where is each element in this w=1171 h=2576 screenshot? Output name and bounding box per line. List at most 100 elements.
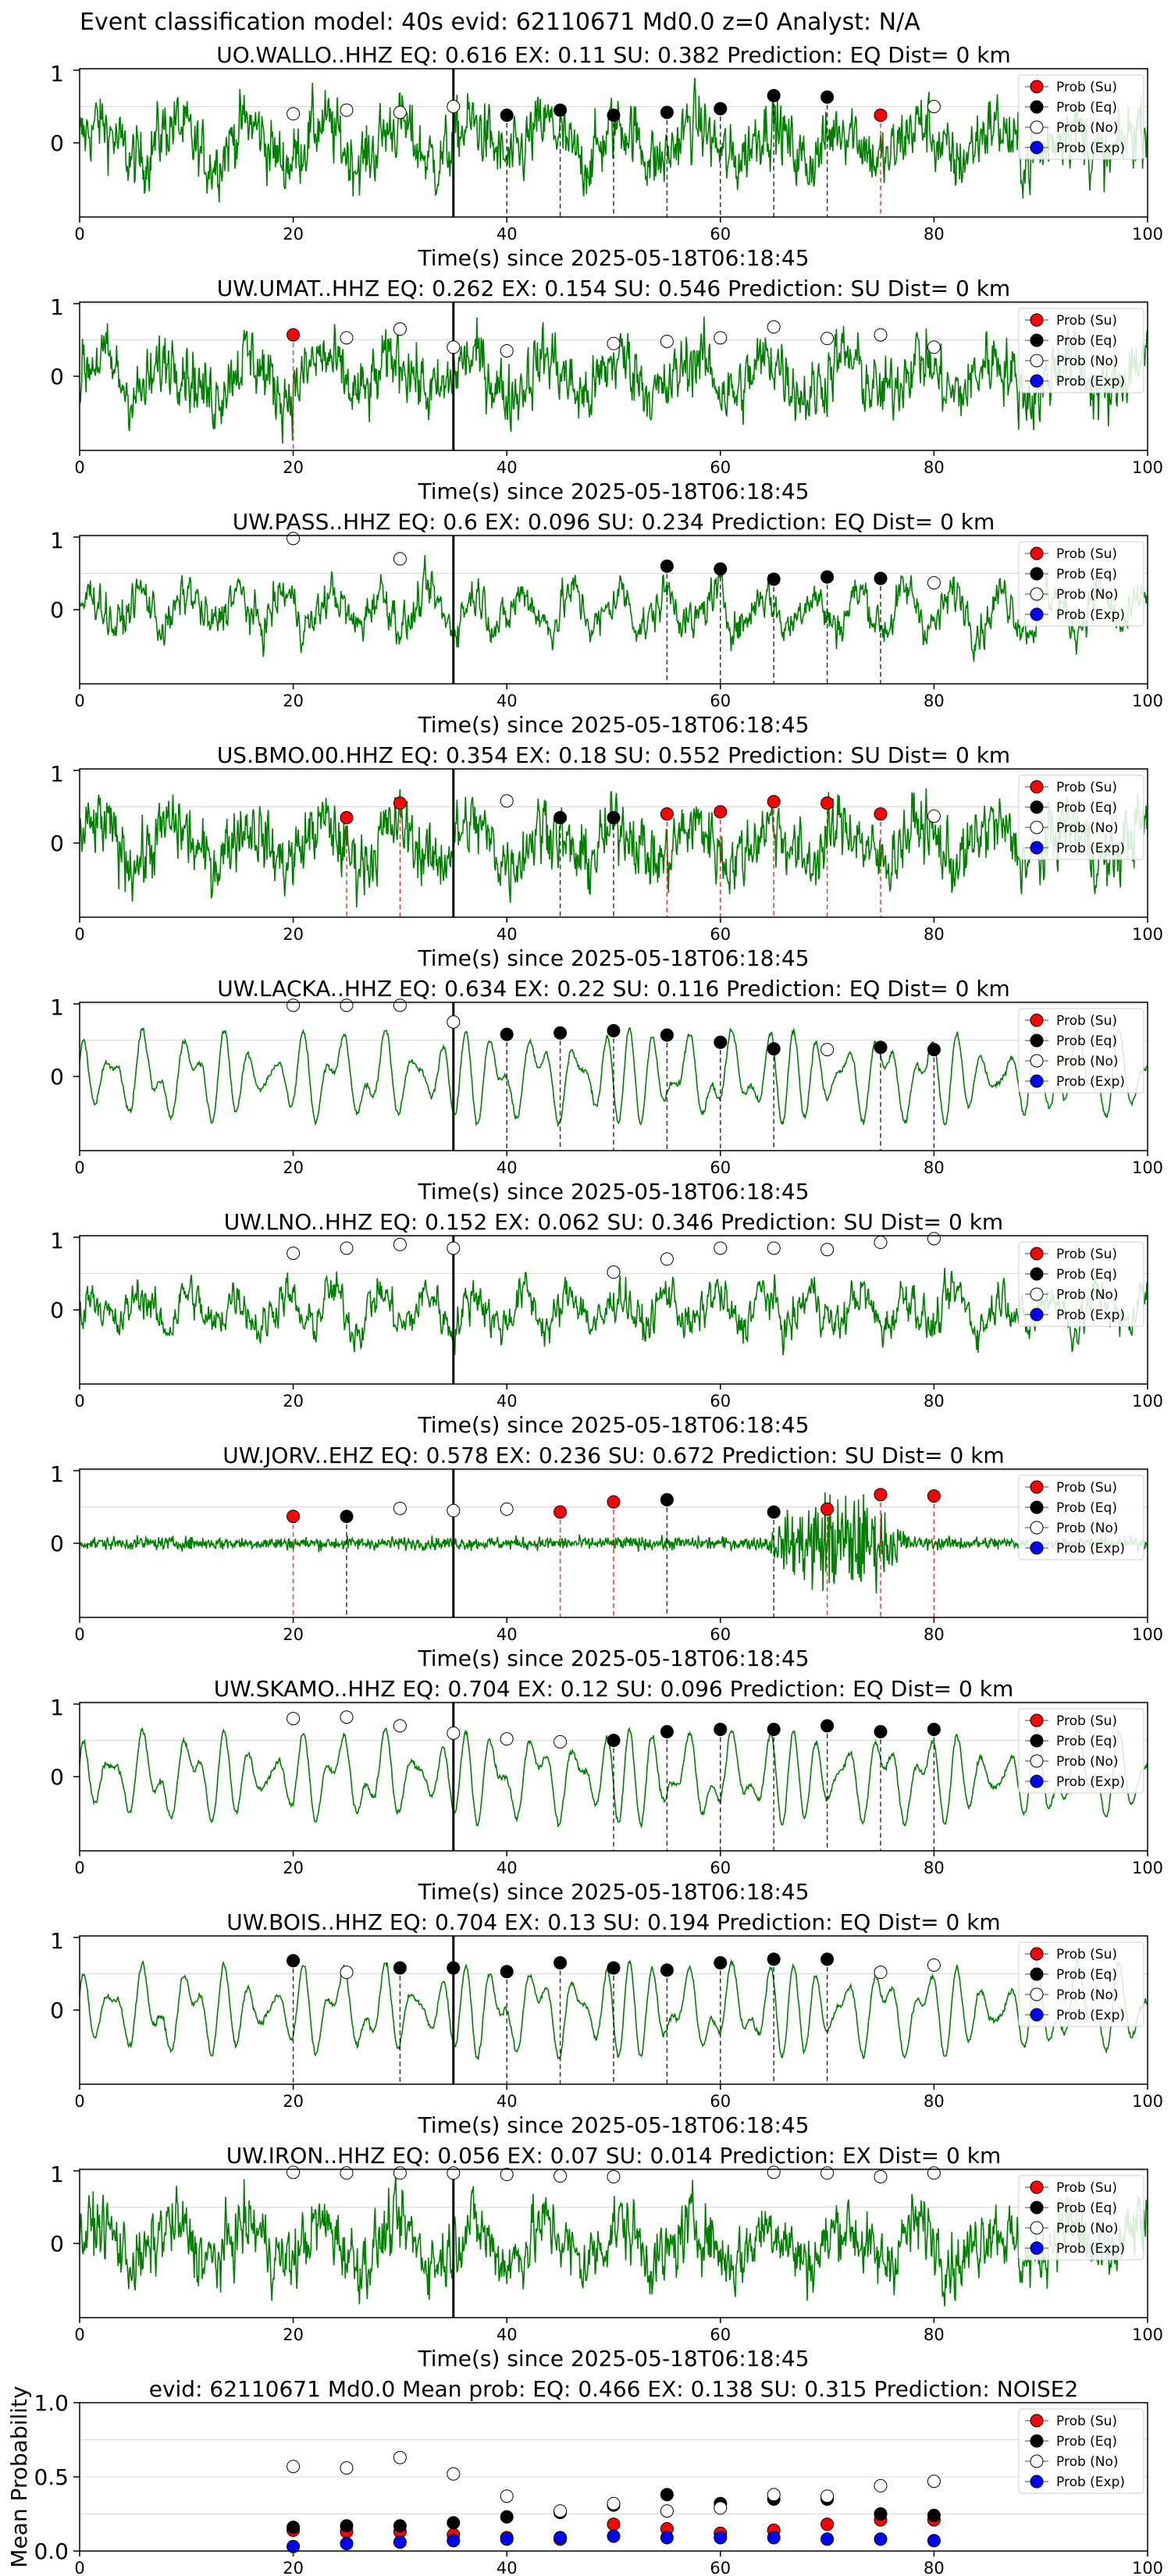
mean-prob-marker-eq — [500, 2510, 514, 2524]
panel-title: UW.SKAMO..HHZ EQ: 0.704 EX: 0.12 SU: 0.0… — [214, 1676, 1014, 1702]
prob-marker-no — [767, 320, 781, 334]
legend-entry: Prob (Eq) — [1056, 1967, 1117, 1983]
legend-marker — [1030, 1054, 1044, 1068]
x-axis-label: Time(s) since 2025-05-18T06:18:45 — [417, 1179, 809, 1204]
panel-title: UW.IRON..HHZ EQ: 0.056 EX: 0.07 SU: 0.01… — [226, 2143, 1001, 2169]
x-tick-label: 60 — [710, 925, 731, 944]
mean-prob-marker-no — [767, 2488, 781, 2502]
prob-marker-eq — [553, 1956, 568, 1970]
legend-marker — [1030, 2241, 1044, 2255]
y-tick-label: 0.0 — [34, 2539, 69, 2564]
mean-prob-marker-eq — [287, 2521, 301, 2535]
prob-marker-no — [393, 322, 407, 336]
legend-marker — [1030, 1713, 1044, 1727]
y-tick-label: 1 — [50, 1928, 64, 1954]
legend-entry: Prob (No) — [1056, 1987, 1119, 2003]
legend-entry: Prob (Su) — [1056, 1247, 1117, 1262]
x-tick-label: 100 — [1132, 692, 1163, 710]
legend-marker — [1030, 1541, 1044, 1555]
prob-marker-eq — [287, 1954, 301, 1968]
mean-prob-marker-no — [714, 2501, 728, 2515]
prob-marker-eq — [767, 89, 781, 103]
prob-marker-su — [874, 109, 888, 123]
x-tick-label: 0 — [74, 1625, 84, 1644]
legend-entry: Prob (Eq) — [1056, 2201, 1117, 2216]
prob-marker-no — [393, 1719, 407, 1733]
prob-marker-eq — [660, 105, 674, 119]
mean-prob-marker-no — [553, 2504, 568, 2518]
legend-entry: Prob (No) — [1056, 1754, 1119, 1770]
x-tick-label: 80 — [924, 458, 945, 477]
prob-marker-su — [874, 807, 888, 821]
prob-marker-eq — [607, 1734, 621, 1747]
y-tick-label: 1 — [50, 1695, 64, 1720]
legend-entry: Prob (Su) — [1056, 1713, 1117, 1729]
x-tick-label: 0 — [74, 2559, 84, 2576]
prob-marker-no — [340, 2166, 354, 2180]
mean-prob-marker-eq — [393, 2519, 407, 2533]
legend-entry: Prob (Exp) — [1056, 1541, 1125, 1557]
y-tick-label: 1 — [50, 294, 64, 320]
legend-marker — [1030, 2434, 1044, 2448]
waveform-trace — [80, 2174, 1148, 2307]
prob-marker-su — [660, 807, 674, 821]
prob-marker-no — [820, 1043, 835, 1057]
legend-entry: Prob (Su) — [1056, 780, 1117, 795]
waveform-trace — [80, 1959, 1148, 2061]
x-tick-label: 20 — [283, 925, 304, 944]
prob-marker-su — [927, 1489, 941, 1503]
x-tick-label: 0 — [74, 1859, 84, 1877]
prob-marker-eq — [874, 1041, 888, 1055]
legend-marker — [1030, 80, 1044, 94]
x-tick-label: 20 — [283, 2559, 304, 2576]
prob-marker-no — [660, 334, 674, 348]
x-tick-label: 40 — [497, 225, 518, 244]
prob-marker-eq — [820, 1719, 835, 1733]
mean-prob-marker-exp — [820, 2532, 835, 2546]
prob-marker-su — [767, 795, 781, 809]
y-tick-label: 0 — [50, 1998, 64, 2023]
axes-frame — [79, 301, 1148, 451]
prob-marker-no — [820, 1243, 835, 1257]
mean-prob-marker-no — [874, 2478, 888, 2492]
mean-prob-marker-no — [447, 2467, 461, 2481]
legend-entry: Prob (Exp) — [1056, 2241, 1125, 2257]
x-tick-label: 40 — [497, 1859, 518, 1877]
panel-title: UW.LNO..HHZ EQ: 0.152 EX: 0.062 SU: 0.34… — [224, 1209, 1003, 1235]
prob-marker-su — [607, 1495, 621, 1509]
x-tick-label: 80 — [924, 225, 945, 244]
prob-marker-no — [767, 2165, 781, 2179]
x-tick-label: 60 — [710, 225, 731, 244]
x-tick-label: 60 — [710, 2325, 731, 2344]
panel-title: evid: 62110671 Md0.0 Mean prob: EQ: 0.46… — [149, 2376, 1079, 2402]
legend-entry: Prob (Eq) — [1056, 800, 1117, 816]
prob-marker-eq — [714, 101, 728, 116]
legend-marker — [1030, 546, 1044, 560]
legend-marker — [1030, 1754, 1044, 1768]
legend-box — [1018, 74, 1144, 160]
legend-box — [1018, 2175, 1144, 2261]
x-tick-label: 20 — [283, 1859, 304, 1877]
prob-marker-no — [714, 331, 728, 345]
x-tick-label: 20 — [283, 1158, 304, 1177]
prob-marker-no — [447, 1726, 461, 1740]
x-tick-label: 80 — [924, 2559, 945, 2576]
legend-marker — [1030, 820, 1044, 834]
mean-prob-marker-su — [820, 2517, 835, 2532]
prob-marker-eq — [447, 1961, 461, 1975]
x-tick-label: 40 — [497, 1392, 518, 1411]
legend-entry: Prob (No) — [1056, 1521, 1119, 1536]
legend-marker — [1030, 354, 1044, 368]
legend-entry: Prob (Su) — [1056, 1480, 1117, 1496]
legend-entry: Prob (No) — [1056, 587, 1119, 603]
legend-marker — [1030, 607, 1044, 621]
panel-title: US.BMO.00.HHZ EQ: 0.354 EX: 0.18 SU: 0.5… — [217, 742, 1010, 768]
prob-marker-su — [820, 796, 835, 810]
y-tick-label: 0 — [50, 1531, 64, 1557]
station-panel: UW.JORV..EHZ EQ: 0.578 EX: 0.236 SU: 0.6… — [50, 1443, 1163, 1671]
x-tick-label: 60 — [710, 458, 731, 477]
legend-entry: Prob (Exp) — [1056, 841, 1125, 856]
legend-marker — [1030, 2221, 1044, 2235]
x-tick-label: 60 — [710, 2559, 731, 2576]
mean-prob-marker-exp — [874, 2532, 888, 2546]
